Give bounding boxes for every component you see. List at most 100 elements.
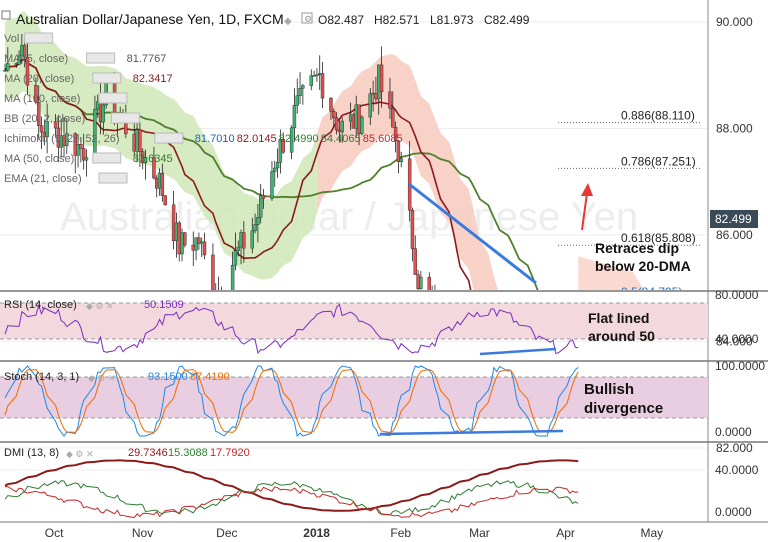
candle xyxy=(53,114,58,138)
candle-body xyxy=(259,195,263,218)
collapse-icon[interactable] xyxy=(1,10,11,20)
candle-body xyxy=(45,121,49,138)
candle-body xyxy=(360,116,364,134)
candle-body xyxy=(459,362,462,368)
candle-body xyxy=(571,438,574,443)
indicator-name: MA (5, close) xyxy=(4,53,68,65)
indicator-name: MA (20, close) xyxy=(4,73,74,85)
candle xyxy=(202,232,207,260)
indicator-name: BB (20, 2, close) xyxy=(4,113,85,125)
dmi-plus-value: 15.3088 xyxy=(168,447,208,459)
candle xyxy=(532,447,535,475)
candle xyxy=(259,183,263,224)
rsi-flat-trendline xyxy=(479,347,557,356)
candle-body xyxy=(253,224,257,232)
candle xyxy=(233,232,238,271)
stoch-pane: Stoch (14, 3, 1) ◆ ⚙ ✕ 93.1500 87.4190 B… xyxy=(0,359,765,439)
ichimoku-cloud-bullish xyxy=(5,11,317,280)
settings-icon[interactable] xyxy=(301,12,313,24)
time-tick-label: Oct xyxy=(45,526,64,540)
candle-body xyxy=(211,254,215,290)
candle xyxy=(391,91,395,128)
indicator-name: Ichimoku (9, 26, 52, 26) xyxy=(4,133,120,145)
dmi-plus-line xyxy=(4,480,579,516)
candle-body xyxy=(393,127,398,142)
candle-body xyxy=(270,171,274,199)
time-tick-label: Apr xyxy=(556,526,575,540)
candle-body xyxy=(223,295,226,300)
indicator-row[interactable]: MA (50, close) 83.6345 xyxy=(4,152,173,165)
indicator-controls-icon xyxy=(92,152,122,164)
indicator-row[interactable]: MA (5, close) 81.7767 xyxy=(4,52,166,65)
candle xyxy=(45,103,49,154)
candle xyxy=(509,342,512,356)
rsi-settings-icon[interactable]: ◆ ⚙ ✕ xyxy=(86,301,114,311)
dmi-tick-0: 0.0000 xyxy=(715,505,752,519)
candle-body xyxy=(348,114,353,122)
candle-body xyxy=(197,237,201,244)
candle xyxy=(379,46,384,108)
indicator-legend: Vol MA (5, close) 81.7767 MA (20, close) 82.… xyxy=(4,32,403,185)
indicator-row[interactable]: EMA (21, close) xyxy=(4,172,128,185)
candle xyxy=(292,88,297,142)
candle-body xyxy=(39,125,44,133)
settings-glyph: ⚙ xyxy=(304,14,312,24)
candle-body xyxy=(301,85,305,89)
rsi-controls: ◆ ⚙ ✕ xyxy=(86,301,114,311)
indicator-controls-icon xyxy=(86,52,116,64)
candlestick-series xyxy=(3,33,574,528)
indicator-name: Vol xyxy=(4,33,19,45)
candle xyxy=(253,213,257,234)
indicator-row[interactable]: BB (20, 2, close) xyxy=(4,112,140,125)
indicator-row[interactable]: MA (100, close) xyxy=(4,92,128,105)
ohlc-close: C82.499 xyxy=(484,13,530,27)
dropdown-icon[interactable]: ◆ xyxy=(284,16,292,27)
candle xyxy=(388,77,392,119)
indicator-row[interactable]: Vol xyxy=(4,32,54,45)
indicator-name: MA (100, close) xyxy=(4,93,80,105)
candle xyxy=(218,276,219,290)
stoch-label: Stoch (14, 3, 1) xyxy=(4,371,79,383)
candle-body xyxy=(427,276,432,290)
candle-body xyxy=(289,127,294,153)
price-tick-label: 88.000 xyxy=(716,122,753,136)
retracement-arrowhead xyxy=(581,183,593,196)
candle xyxy=(512,338,515,375)
candle xyxy=(242,221,246,263)
stoch-tick-0: 0.0000 xyxy=(715,425,752,439)
candle-body xyxy=(160,172,165,196)
current-price-label: 82.499 xyxy=(715,212,752,226)
dmi-settings-icon[interactable]: ◆ ⚙ ✕ xyxy=(66,449,94,459)
candle-body xyxy=(98,101,103,123)
candle xyxy=(396,139,401,174)
rsi-annotation-line-2: around 50 xyxy=(588,328,655,344)
candle xyxy=(551,476,554,528)
rsi-annotation-line-1: Flat lined xyxy=(588,310,649,326)
support-trendline xyxy=(408,182,537,285)
symbol-title[interactable]: Australian Dollar/Japanese Yen, 1D, FXCM xyxy=(16,11,284,27)
candle xyxy=(211,243,215,290)
retracement-arrow xyxy=(581,192,588,231)
rsi-line xyxy=(4,303,579,355)
candle-body xyxy=(537,484,540,493)
rsi-tick-80: 80.0000 xyxy=(715,288,759,302)
candle xyxy=(434,284,436,290)
candle-body xyxy=(256,216,260,225)
candle xyxy=(3,63,7,72)
candle-body xyxy=(157,172,162,189)
candle-body xyxy=(416,274,420,289)
candle-body xyxy=(236,246,240,251)
stoch-settings-icon[interactable]: ◆ ⚙ ✕ xyxy=(88,373,116,383)
indicator-row[interactable]: Ichimoku (9, 26, 52, 26) 81.7010 82.0145 82… xyxy=(4,132,403,145)
indicator-row[interactable]: MA (20, close) 82.3417 xyxy=(4,72,173,85)
annotation-line-2: below 20-DMA xyxy=(595,258,691,274)
candle xyxy=(183,232,187,248)
candle-body xyxy=(410,209,415,249)
candle-body xyxy=(419,276,423,289)
candle-body xyxy=(202,241,207,256)
candle-body xyxy=(371,92,375,95)
dmi-label: DMI (13, 8) xyxy=(4,447,59,459)
candle xyxy=(295,78,299,114)
candle-body xyxy=(450,349,453,358)
indicator-name: EMA (21, close) xyxy=(4,173,82,185)
